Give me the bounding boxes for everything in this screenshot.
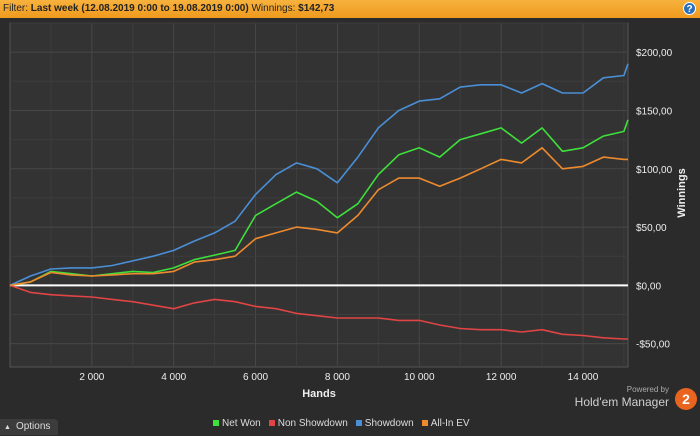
legend-item[interactable]: All-In EV: [421, 418, 470, 429]
legend-label: Net Won: [222, 418, 261, 429]
legend-label: All-In EV: [430, 418, 470, 429]
legend-swatch: [421, 420, 428, 426]
series-line-0: [9, 119, 629, 287]
series-lines: [9, 63, 629, 340]
legend-item[interactable]: Showdown: [355, 418, 414, 429]
y-tick-label: $50,00: [636, 223, 667, 234]
powered-by-label: Powered by: [626, 385, 669, 394]
help-icon[interactable]: ?: [683, 2, 696, 15]
filter-bar[interactable]: Filter: Last week (12.08.2019 0:00 to 19…: [0, 0, 700, 18]
options-label: Options: [15, 421, 51, 432]
options-button[interactable]: ▲ Options: [0, 419, 59, 435]
plot-background: [9, 22, 629, 368]
legend-item[interactable]: Non Showdown: [268, 418, 348, 429]
brand-name: Hold'em Manager: [574, 395, 669, 409]
winnings-value: $142,73: [298, 3, 335, 14]
legend-label: Showdown: [364, 418, 414, 429]
filter-value: Last week (12.08.2019 0:00 to 19.08.2019…: [30, 3, 249, 14]
hm2-logo-icon: 2: [675, 388, 697, 410]
y-tick-label: $150,00: [636, 106, 673, 117]
x-tick-label: 8 000: [325, 372, 350, 383]
legend-swatch: [213, 420, 219, 426]
winnings-chart: -$50,00$0,00$50,00$100,00$150,00$200,00 …: [9, 22, 688, 400]
x-tick-label: 2 000: [79, 372, 104, 383]
series-line-1: [9, 284, 628, 340]
x-tick-label: 10 000: [404, 372, 435, 383]
legend-swatch: [355, 420, 362, 426]
series-line-2: [9, 63, 629, 287]
brand: Powered by Hold'em Manager: [575, 385, 669, 409]
y-tick-label: $100,00: [636, 165, 673, 176]
x-axis-ticks: 2 000 4 000 6 000 8 000 10 000 12 000 14 000: [79, 372, 598, 383]
y-axis-label: Winnings: [676, 168, 688, 217]
legend-item[interactable]: Net Won: [213, 418, 261, 429]
legend-swatch: [268, 420, 275, 426]
x-tick-label: 14 000: [568, 372, 599, 383]
x-tick-label: 6 000: [243, 372, 268, 383]
y-tick-label: -$50,00: [636, 340, 670, 351]
bottom-bar: ▲ Options Net Won Non Showdown Showdown All-…: [0, 385, 700, 435]
series-line-3: [9, 147, 628, 287]
legend: Net Won Non Showdown Showdown All-In EV: [213, 418, 478, 429]
x-tick-label: 12 000: [486, 372, 517, 383]
x-axis-label: Hands: [302, 388, 336, 400]
winnings-label: Winnings:: [251, 3, 296, 14]
y-axis-ticks: -$50,00 $0,00 $50,00 $100,00 $150,00 $200,00: [636, 48, 673, 351]
x-tick-label: 4 000: [161, 372, 186, 383]
legend-label: Non Showdown: [277, 418, 348, 429]
filter-label: Filter:: [3, 3, 28, 14]
triangle-up-icon: ▲: [4, 424, 11, 431]
y-tick-label: $200,00: [636, 48, 673, 59]
y-tick-label: $0,00: [636, 281, 661, 292]
